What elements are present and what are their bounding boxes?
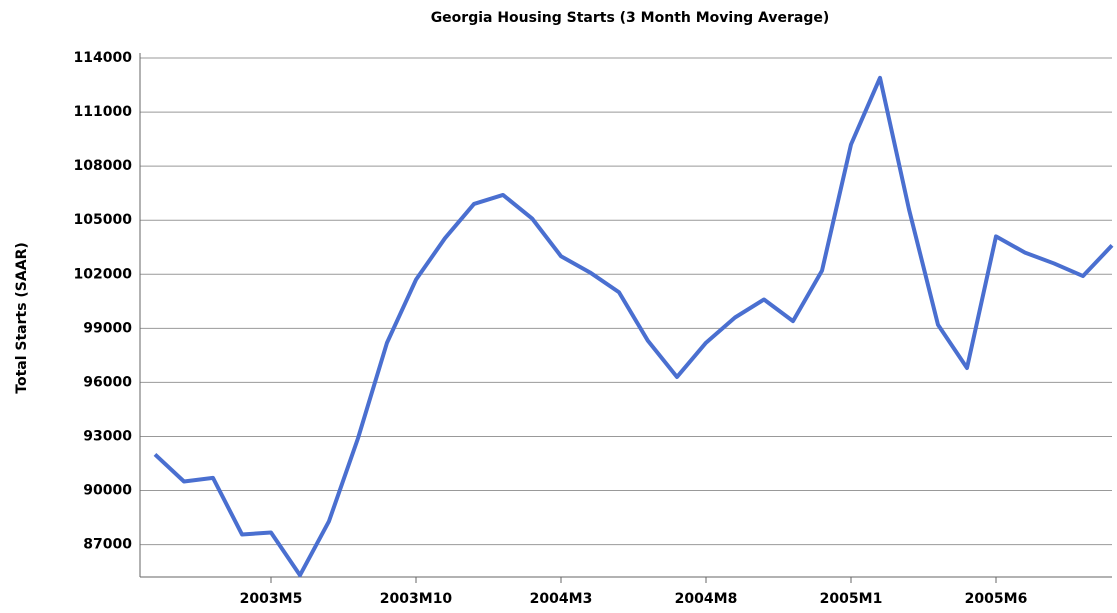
x-tick-label: 2005M1: [820, 591, 883, 607]
chart-title: Georgia Housing Starts (3 Month Moving A…: [431, 10, 830, 26]
x-tick-label: 2003M10: [380, 591, 453, 607]
y-tick-label: 87000: [83, 537, 132, 553]
y-tick-label: 93000: [83, 428, 132, 444]
x-tick-label: 2003M5: [240, 591, 303, 607]
x-tick-label: 2004M8: [675, 591, 738, 607]
line-series: [153, 75, 1114, 578]
y-tick-label: 90000: [83, 483, 132, 499]
x-tick-label: 2005M6: [965, 591, 1028, 607]
x-tick-label: 2004M3: [530, 591, 593, 607]
y-tick-label: 111000: [74, 104, 133, 120]
y-tick-label: 99000: [83, 320, 132, 336]
y-tick-label: 108000: [74, 158, 133, 174]
y-tick-label: 105000: [74, 212, 133, 228]
y-tick-label: 114000: [74, 50, 133, 66]
y-axis-label: Total Starts (SAAR): [14, 242, 30, 393]
y-tick-label: 96000: [83, 374, 132, 390]
y-tick-label: 102000: [74, 266, 133, 282]
